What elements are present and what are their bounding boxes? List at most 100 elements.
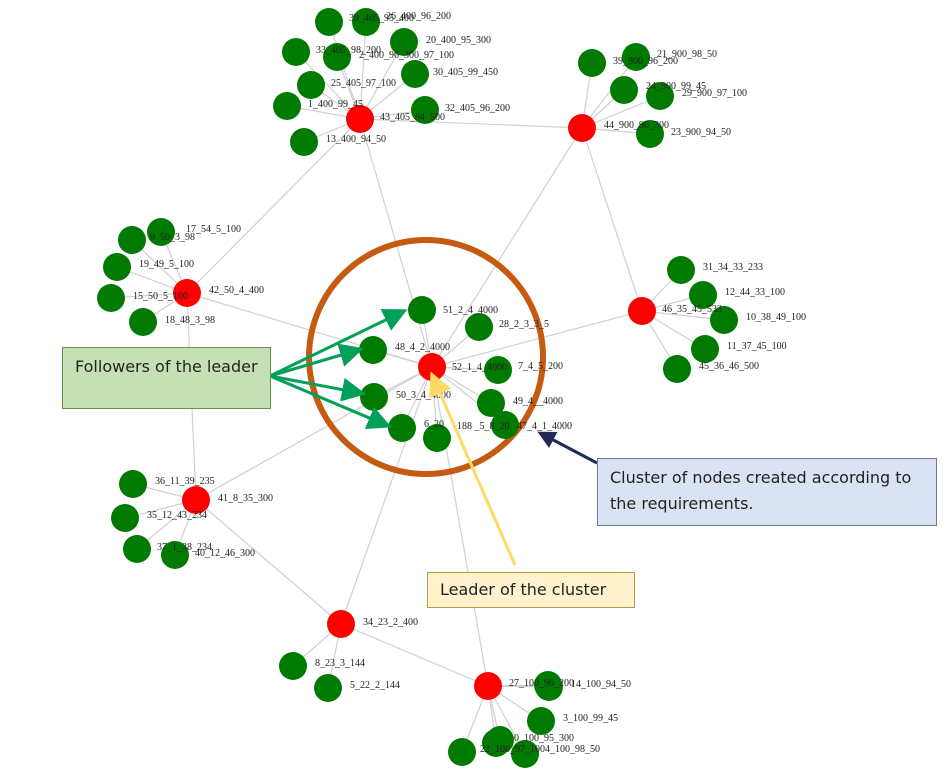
node-label-18_48_3_98: 18_48_3_98 — [165, 315, 215, 326]
follower-node-6_20_188 — [388, 414, 416, 442]
node-label-12_44_33_100: 12_44_33_100 — [725, 287, 785, 298]
follower-node-18_48_3_98 — [129, 308, 157, 336]
node-label-0_100_95_300: 0_100_95_300 — [514, 733, 574, 744]
node-label-22_100_97_100: 22_100_97_100 — [480, 744, 545, 755]
edge-41_8_35_300-34_23_2_400 — [195, 499, 342, 625]
edge-43_405_94_500-42_50_4_400 — [186, 118, 361, 294]
follower-node-26_400_96_200 — [352, 8, 380, 36]
follower-node-12_44_33_100 — [689, 281, 717, 309]
follower-node-47_4_1_4000 — [491, 411, 519, 439]
follower-node-28_2_3_3_5 — [465, 313, 493, 341]
follower-node-5_5_8_20 — [423, 424, 451, 452]
follower-node-10_38_49_100 — [710, 306, 738, 334]
cluster-callout: Cluster of nodes created according to th… — [597, 458, 937, 526]
follower-arrow-4 — [269, 374, 392, 430]
follower-node-7_4_5_200 — [484, 356, 512, 384]
follower-node-1_400_99_45 — [273, 92, 301, 120]
follower-node-39_900_96_200 — [578, 49, 606, 77]
follower-node-31_34_33_233 — [667, 256, 695, 284]
node-label-51_2_4_4000: 51_2_4_4000 — [443, 305, 498, 316]
node-label-41_8_35_300: 41_8_35_300 — [218, 493, 273, 504]
leader-node-52_1_4_4000 — [418, 353, 446, 381]
node-label-47_4_1_4000: 47_4_1_4000 — [517, 421, 572, 432]
node-label-28_2_3_3_5: 28_2_3_3_5 — [499, 319, 549, 330]
node-label-27_100_96_200: 27_100_96_200 — [509, 678, 574, 689]
node-label-7_4_5_200: 7_4_5_200 — [518, 361, 563, 372]
node-label-24_900_99_45: 24_900_99_45 — [646, 81, 706, 92]
follower-node-48_4_2_4000 — [359, 336, 387, 364]
node-label-8_23_3_144: 8_23_3_144 — [315, 658, 365, 669]
follower-node-50_3_4_4000 — [360, 383, 388, 411]
node-label-2_400_96_300: 2_400_96_300_97_100 — [359, 50, 454, 61]
node-label-44_900_96_300: 44_900_96_300 — [604, 120, 669, 131]
follower-arrow-2 — [269, 343, 364, 378]
edge-43_405_94_500-20_400_95_300 — [359, 41, 405, 120]
follower-node-29_900_97_100 — [646, 82, 674, 110]
edge-43_405_94_500-33_405_98_200 — [295, 51, 361, 120]
node-label-33_405_98_200: 33_405_98_200 — [316, 45, 381, 56]
node-label-34_23_2_400: 34_23_2_400 — [363, 617, 418, 628]
node-label-48_4_2_4000: 48_4_2_4000 — [395, 342, 450, 353]
follower-node-16_100_96_200 — [534, 671, 562, 699]
node-label-52_1_4_4000: 52_1_4_4000 — [452, 362, 507, 373]
follower-arrow-3 — [269, 374, 366, 402]
follower-node-36_11_39_235 — [119, 470, 147, 498]
node-label-5_5_8_20: 188 _5_8_20 — [457, 421, 510, 432]
node-label-19_49_5_100: 19_49_5_100 — [139, 259, 194, 270]
follower-node-3_100_99_45 — [527, 707, 555, 735]
node-label-13_400_94_50: 13_400_94_50 — [326, 134, 386, 145]
node-label-46_35_45_533: 46_35_45_533 — [662, 304, 722, 315]
node-label-39_900_96_200: 39_900_96_200 — [613, 56, 678, 67]
edge-44_900_96_300-29_900_97_100 — [581, 95, 661, 129]
follower-node-38_100_99_45 — [486, 726, 514, 754]
edge-52_1_4_4000-44_900_96_300 — [431, 127, 583, 368]
leader-node-34_23_2_400 — [327, 610, 355, 638]
node-label-36_11_39_235: 36_11_39_235 — [155, 476, 215, 487]
node-label-43_405_94_500: 43_405_94_500 — [380, 112, 445, 123]
node-label-21_900_98_50: 21_900_98_50 — [657, 49, 717, 60]
follower-node-2_400_96_300 — [323, 43, 351, 71]
edge-43_405_94_500-39_405_95_400 — [328, 21, 361, 120]
node-label-39_405_95_400: 39_405_95_400 — [349, 13, 414, 24]
node-label-26_400_96_200: 26_400_96_200 — [386, 11, 451, 22]
follower-node-32_405_96_200 — [411, 96, 439, 124]
node-label-31_34_33_233: 31_34_33_233 — [703, 262, 763, 273]
edge-34_23_2_400-27_100_96_200 — [340, 623, 489, 687]
edge-44_900_96_300-21_900_98_50 — [581, 56, 637, 129]
node-label-1_400_99_45: 1_400_99_45 — [308, 99, 363, 110]
follower-node-45_36_46_500 — [663, 355, 691, 383]
node-label-6_20_188: 6_20 — [424, 419, 444, 430]
cluster-arrow — [537, 431, 598, 465]
node-label-32_405_96_200: 32_405_96_200 — [445, 103, 510, 114]
leader-arrow — [429, 371, 517, 566]
follower-node-11_37_45_100 — [691, 335, 719, 363]
node-label-4_100_98_50: 4_100_98_50 — [545, 744, 600, 755]
follower-node-17_54_5_100 — [147, 218, 175, 246]
node-label-15_50_5_100: 15_50_5_100 — [133, 291, 188, 302]
leader-node-46_35_45_533 — [628, 297, 656, 325]
follower-node-13_400_94_50 — [290, 128, 318, 156]
edge-52_1_4_4000-34_23_2_400 — [340, 366, 433, 625]
node-label-49_4_1_4000: 49_4__4000 — [513, 396, 563, 407]
node-label-10_38_49_100: 10_38_49_100 — [746, 312, 806, 323]
edge-52_1_4_4000-27_100_96_200 — [431, 366, 489, 687]
follower-node-4_100_98_50 — [511, 740, 539, 768]
follower-node-24_900_99_45 — [610, 76, 638, 104]
leader-node-41_8_35_300 — [182, 486, 210, 514]
annotation-arrows — [269, 309, 598, 566]
node-label-37_1_38_234: 37_1_38_234 — [157, 542, 212, 553]
follower-arrow-1 — [269, 309, 408, 378]
node-label-17_54_5_100: 17_54_5_100 — [186, 224, 241, 235]
edge-52_1_4_4000-46_35_45_533 — [431, 310, 643, 368]
follower-node-30_405_99_450 — [401, 60, 429, 88]
leader-callout: Leader of the cluster — [427, 572, 635, 608]
follower-node-37_1_38_234 — [123, 535, 151, 563]
follower-node-25_405_97_100 — [297, 71, 325, 99]
follower-node-39_405_95_400 — [315, 8, 343, 36]
node-label-3_100_99_45: 3_100_99_45 — [563, 713, 618, 724]
edge-43_405_94_500-44_900_96_300 — [359, 118, 583, 129]
node-label-35_12_43_234: 35_12_43_234 — [147, 510, 207, 521]
